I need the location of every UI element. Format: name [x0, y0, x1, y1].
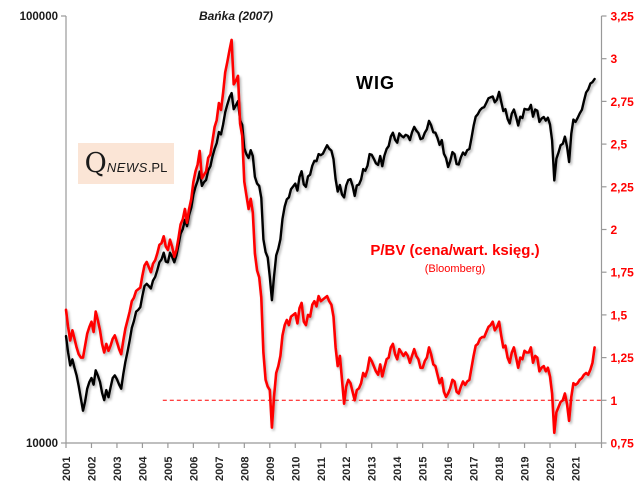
right-axis-label: 3,25	[611, 10, 635, 24]
year-label: 2017	[469, 457, 481, 481]
year-label: 2010	[290, 457, 302, 481]
pbv-line	[64, 38, 596, 435]
left-axis-label: 10000	[26, 438, 58, 450]
wig-series-label: WIG	[356, 73, 395, 93]
right-axis-label: 1,25	[611, 351, 635, 365]
wig-line	[64, 77, 596, 412]
pbv-series-label: P/BV (cena/wart. księg.)	[370, 242, 540, 259]
year-label: 2018	[494, 457, 506, 481]
right-axis-label: 2,5	[611, 138, 628, 152]
year-label: 2008	[239, 457, 251, 481]
year-label: 2001	[61, 457, 73, 481]
year-label: 2005	[163, 457, 175, 481]
logo-pl: .PL	[147, 160, 168, 175]
bloomberg-source-label: (Bloomberg)	[424, 263, 486, 275]
year-label: 2007	[214, 457, 226, 481]
right-axis-label: 2,75	[611, 95, 635, 109]
logo-q: Q	[84, 148, 107, 179]
logo-news: NEWS	[106, 160, 148, 175]
year-label: 2002	[86, 457, 98, 481]
qnews-logo: Q NEWS .PL	[78, 143, 174, 184]
year-label: 2021	[571, 457, 583, 481]
year-label: 2004	[137, 456, 149, 481]
year-label: 2003	[112, 457, 124, 481]
right-axis-label: 2	[611, 223, 618, 237]
right-axis-label: 3	[611, 52, 618, 66]
year-label: 2012	[341, 457, 353, 481]
year-label: 2016	[443, 457, 455, 481]
right-axis-label: 1	[611, 394, 618, 408]
year-label: 2015	[418, 457, 430, 481]
right-axis-label: 1,75	[611, 266, 635, 280]
right-axis-label: 2,25	[611, 180, 635, 194]
year-label: 2009	[265, 457, 277, 481]
year-label: 2014	[392, 456, 404, 481]
year-label: 2011	[316, 457, 328, 481]
year-label: 2020	[545, 457, 557, 481]
right-axis-label: 1,5	[611, 308, 628, 322]
year-label: 2006	[188, 457, 200, 481]
annotation-banka: Bańka (2007)	[198, 9, 274, 23]
left-axis-label: 100000	[20, 11, 58, 23]
year-label: 2013	[367, 457, 379, 481]
year-label: 2019	[520, 457, 532, 481]
right-axis-label: 0,75	[611, 437, 635, 451]
